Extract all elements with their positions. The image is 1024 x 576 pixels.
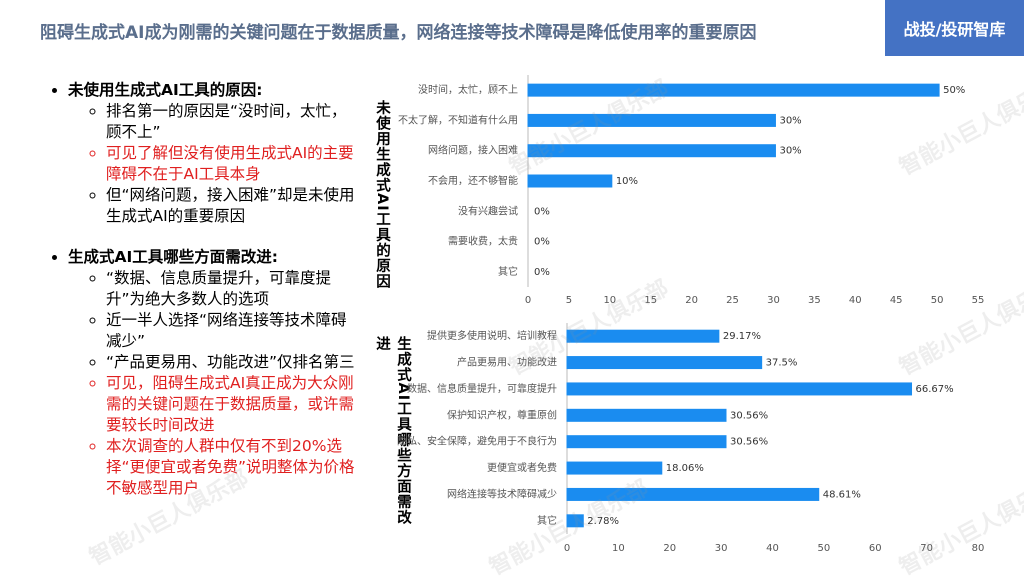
x-tick-label: 5 bbox=[566, 295, 572, 306]
bar bbox=[527, 113, 776, 127]
category-label: 产品更易用、功能改进 bbox=[457, 356, 557, 369]
bar bbox=[527, 83, 940, 97]
x-tick-label: 25 bbox=[726, 295, 739, 306]
x-tick-label: 55 bbox=[972, 295, 985, 306]
x-tick-label: 20 bbox=[685, 295, 698, 306]
bar bbox=[566, 514, 584, 528]
bullet-list: 未使用生成式AI工具的原因: 排名第一的原因是“没时间，太忙，顾不上”可见了解但没… bbox=[40, 80, 360, 519]
category-label: 更便宜或者免费 bbox=[487, 461, 557, 474]
value-label: 30% bbox=[779, 146, 801, 157]
sub-bullet: 但“网络问题，接入困难”却是未使用生成式AI的重要原因 bbox=[106, 185, 360, 227]
x-tick-label: 80 bbox=[972, 543, 985, 554]
x-tick-label: 50 bbox=[818, 543, 831, 554]
x-tick-label: 0 bbox=[564, 543, 570, 554]
bullet-heading: 生成式AI工具哪些方面需改进: bbox=[68, 248, 278, 266]
bar bbox=[566, 408, 727, 422]
bar bbox=[566, 487, 820, 501]
sub-bullet: 本次调查的人群中仅有不到20%选择“更便宜或者免费”说明整体为价格不敏感型用户 bbox=[106, 436, 360, 499]
x-tick-label: 50 bbox=[931, 295, 944, 306]
x-tick-label: 30 bbox=[715, 543, 728, 554]
category-label: 提供更多使用说明、培训教程 bbox=[427, 329, 557, 342]
bullet: 未使用生成式AI工具的原因: 排名第一的原因是“没时间，太忙，顾不上”可见了解但没… bbox=[68, 80, 360, 227]
sub-list: 排名第一的原因是“没时间，太忙，顾不上”可见了解但没有使用生成式AI的主要障碍不… bbox=[68, 101, 360, 227]
sub-bullet: 近一半人选择“网络连接等技术障碍减少” bbox=[106, 310, 360, 352]
bar bbox=[527, 144, 776, 158]
category-label: 不太了解，不知道有什么用 bbox=[398, 113, 518, 126]
category-label: 数据、信息质量提升，可靠度提升 bbox=[407, 382, 557, 395]
x-tick-label: 60 bbox=[869, 543, 882, 554]
category-label: 不会用，还不够智能 bbox=[428, 174, 518, 187]
bullet-heading: 未使用生成式AI工具的原因: bbox=[68, 81, 263, 99]
value-label: 50% bbox=[943, 85, 965, 96]
value-label: 30% bbox=[779, 115, 801, 126]
category-label: 没有兴趣尝试 bbox=[458, 204, 518, 217]
slide-title: 阻碍生成式AI成为刚需的关键问题在于数据质量，网络连接等技术障碍是降低使用率的重… bbox=[40, 23, 757, 43]
bullet-group: 未使用生成式AI工具的原因: 排名第一的原因是“没时间，太忙，顾不上”可见了解但没… bbox=[40, 80, 360, 499]
sub-bullet: 排名第一的原因是“没时间，太忙，顾不上” bbox=[106, 101, 360, 143]
sub-bullet: “产品更易用、功能改进”仅排名第三 bbox=[106, 352, 360, 373]
sub-list: “数据、信息质量提升，可靠度提升”为绝大多数人的选项近一半人选择“网络连接等技术… bbox=[68, 268, 360, 499]
bar bbox=[566, 382, 913, 396]
value-label: 2.78% bbox=[587, 516, 619, 527]
x-tick-label: 30 bbox=[767, 295, 780, 306]
value-label: 66.67% bbox=[916, 384, 954, 395]
category-label: 没时间，太忙，顾不上 bbox=[418, 83, 518, 96]
bar bbox=[566, 461, 663, 475]
category-label: 网络连接等技术障碍减少 bbox=[447, 487, 557, 500]
category-label: 隐私、安全保障，避免用于不良行为 bbox=[397, 435, 557, 448]
sub-bullet: 可见，阻碍生成式AI真正成为大众刚需的关键问题在于数据质量，或许需要较长时间改进 bbox=[106, 373, 360, 436]
chart-title: 生成式AI工具哪些方面需改进 bbox=[374, 336, 411, 526]
value-label: 30.56% bbox=[730, 437, 768, 448]
value-label: 29.17% bbox=[723, 331, 761, 342]
value-label: 30.56% bbox=[730, 410, 768, 421]
sub-bullet: 可见了解但没有使用生成式AI的主要障碍不在于AI工具本身 bbox=[106, 143, 360, 185]
category-label: 需要收费，太贵 bbox=[448, 235, 518, 248]
bar bbox=[527, 174, 613, 188]
x-tick-label: 35 bbox=[808, 295, 821, 306]
bar bbox=[566, 329, 720, 343]
brand: 战投/投研智库 bbox=[885, 0, 1024, 56]
x-tick-label: 45 bbox=[890, 295, 903, 306]
category-label: 网络问题，接入困难 bbox=[428, 144, 518, 157]
value-label: 0% bbox=[534, 206, 550, 217]
bar bbox=[566, 435, 727, 449]
value-label: 37.5% bbox=[766, 358, 798, 369]
chart-title: 未使用生成式AI工具的原因 bbox=[374, 100, 390, 290]
x-tick-label: 0 bbox=[525, 295, 531, 306]
x-tick-label: 20 bbox=[663, 543, 676, 554]
value-label: 10% bbox=[616, 176, 638, 187]
category-label: 其它 bbox=[498, 265, 518, 278]
x-tick-label: 40 bbox=[766, 543, 779, 554]
sub-bullet: “数据、信息质量提升，可靠度提升”为绝大多数人的选项 bbox=[106, 268, 360, 310]
category-label: 其它 bbox=[537, 514, 557, 527]
x-tick-label: 10 bbox=[612, 543, 625, 554]
x-tick-label: 70 bbox=[920, 543, 933, 554]
value-label: 18.06% bbox=[666, 463, 704, 474]
x-tick-label: 10 bbox=[603, 295, 616, 306]
category-label: 保护知识产权，尊重原创 bbox=[447, 408, 557, 421]
x-tick-label: 15 bbox=[644, 295, 657, 306]
bar bbox=[566, 356, 763, 370]
bullet: 生成式AI工具哪些方面需改进: “数据、信息质量提升，可靠度提升”为绝大多数人的选… bbox=[68, 247, 360, 499]
x-tick-label: 40 bbox=[849, 295, 862, 306]
value-label: 0% bbox=[534, 267, 550, 278]
value-label: 0% bbox=[534, 237, 550, 248]
value-label: 48.61% bbox=[823, 489, 861, 500]
